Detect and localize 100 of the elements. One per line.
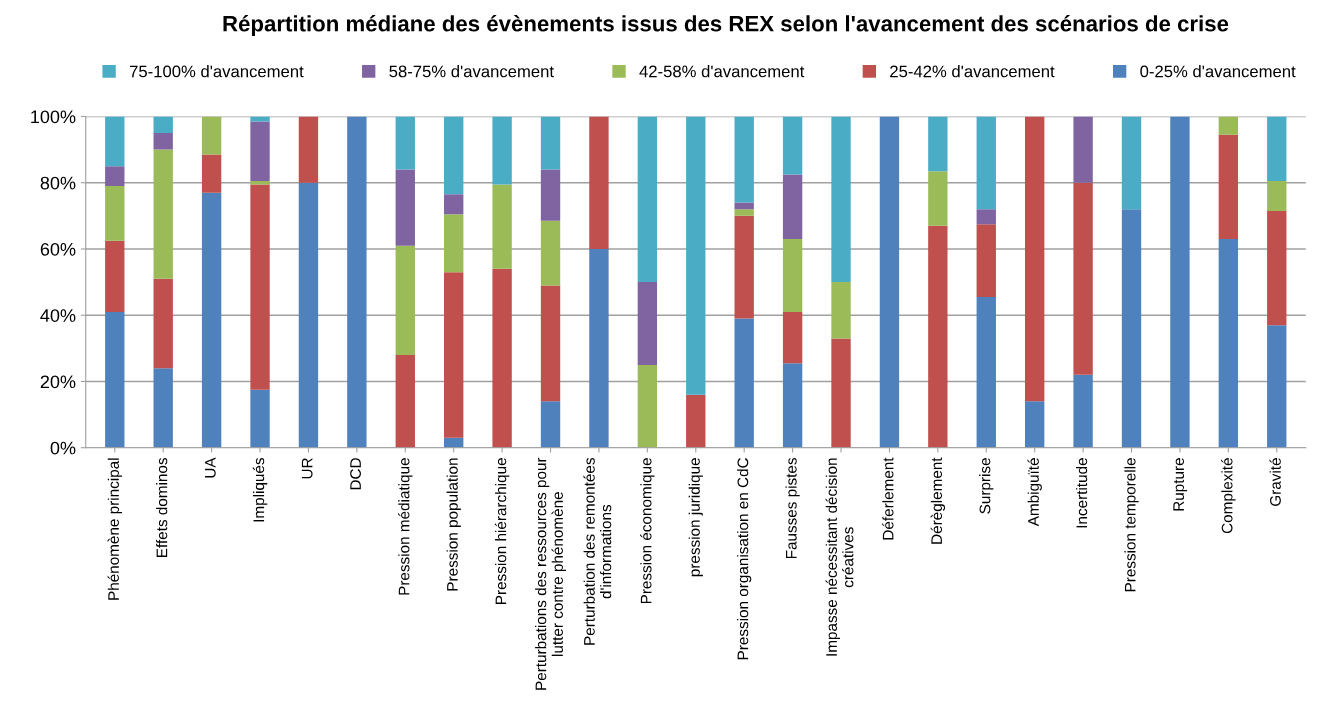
legend-label: 0-25% d'avancement: [1140, 65, 1296, 78]
bar: [637, 116, 658, 283]
bar: [782, 311, 803, 364]
bar: [686, 394, 706, 448]
y-tick-label: 100%: [31, 110, 76, 124]
x-tick-label: Pression économique: [640, 458, 655, 604]
bar: [540, 220, 561, 286]
bar: [540, 401, 561, 448]
bar: [928, 171, 948, 226]
bar: [734, 209, 754, 216]
bar: [105, 311, 125, 448]
x-tick-label: Déferlement: [882, 457, 894, 540]
bar: [782, 239, 803, 312]
bar: [105, 186, 125, 241]
bar: [201, 192, 222, 448]
bar: [734, 215, 754, 319]
bar: [298, 116, 319, 183]
x-tick-label: Phénomène principal: [107, 458, 122, 600]
bar: [1025, 116, 1045, 402]
legend-label: 42-58% d'avancement: [639, 65, 805, 78]
y-tick-label: 80%: [40, 176, 76, 190]
x-tick-label: Ambiguïté: [1027, 458, 1042, 527]
bar: [1267, 210, 1287, 326]
bar: [492, 116, 512, 185]
bar: [928, 225, 948, 448]
bar: [395, 245, 415, 355]
bar: [686, 116, 706, 395]
bar: [250, 181, 270, 185]
x-tick-label: Dérèglement: [930, 457, 946, 544]
bar: [734, 116, 754, 203]
bar: [637, 364, 658, 448]
bar: [1170, 116, 1190, 448]
x-tick-label: Incertitude: [1075, 458, 1088, 528]
x-tick-label: Perturbation des remontées d'informations: [583, 457, 612, 645]
bar: [492, 268, 512, 448]
bar: [1073, 116, 1093, 183]
bar: [444, 194, 464, 215]
x-tick-label: Effets dominos: [156, 457, 168, 557]
bar: [347, 116, 367, 448]
x-tick-label: Pression médiatique: [398, 458, 413, 595]
bar: [1218, 116, 1239, 135]
bar: [879, 116, 900, 448]
bar: [1121, 209, 1142, 448]
x-tick-label: Pression temporelle: [1124, 458, 1139, 592]
x-tick-label: Pression organisation en CdC: [737, 458, 752, 660]
bar: [153, 278, 173, 369]
x-tick-label: pression juridique: [688, 458, 703, 577]
x-tick-label: Complexité: [1221, 458, 1236, 534]
bar: [105, 166, 125, 187]
bar: [444, 116, 464, 195]
bar: [1218, 134, 1239, 240]
legend-label: 25-42% d'avancement: [890, 65, 1055, 78]
bar: [395, 116, 415, 170]
bar: [250, 121, 270, 182]
bar: [492, 184, 512, 269]
x-tick-label: Impasse nécessitant décision créatives: [825, 458, 854, 656]
bar: [540, 169, 561, 221]
bar: [589, 116, 609, 249]
chart-title: Répartition médiane des évènements issus des REX selon l'avancement des scénarios de crise: [223, 15, 1229, 36]
y-tick-label: 40%: [40, 309, 76, 322]
bar: [976, 297, 996, 448]
bar: [153, 368, 173, 448]
bar: [831, 116, 851, 283]
y-tick-label: 60%: [40, 242, 76, 256]
x-tick-label: Pression hiérarchique: [494, 458, 510, 604]
x-tick-label: Perturbations des ressources pour lutter contre phénomène: [535, 457, 566, 690]
bar: [153, 116, 173, 134]
y-tick-label: 0%: [50, 441, 76, 455]
bar: [1073, 374, 1093, 448]
bar: [540, 116, 561, 170]
bar: [444, 214, 464, 273]
x-tick-label: Pression population: [446, 458, 461, 591]
bar: [734, 318, 754, 448]
x-tick-label: Gravité: [1269, 458, 1281, 506]
bar: [976, 209, 996, 225]
bar: [782, 116, 803, 175]
x-tick-label: UR: [301, 458, 313, 479]
bar: [637, 282, 658, 365]
legend-label: 75-100% d'avancement: [129, 65, 304, 78]
x-tick-label: Fausses pistes: [785, 457, 800, 559]
bar: [444, 272, 464, 438]
bar: [831, 338, 851, 448]
bar: [1025, 401, 1045, 448]
legend-label: 58-75% d'avancement: [389, 65, 554, 78]
bar: [831, 282, 851, 339]
bar: [1267, 116, 1287, 182]
bar: [782, 174, 803, 240]
bar: [395, 169, 415, 246]
bar: [153, 133, 173, 150]
bar: [298, 182, 319, 448]
x-tick-label: UA: [205, 457, 216, 478]
bar: [153, 149, 173, 279]
x-tick-label: Impliqués: [252, 457, 268, 522]
bar: [201, 154, 222, 193]
bar: [1121, 116, 1142, 210]
bar: [928, 116, 948, 172]
bar: [1073, 182, 1093, 375]
x-tick-label: Rupture: [1173, 458, 1188, 511]
bar: [1267, 325, 1287, 448]
x-tick-label: DCD: [350, 458, 361, 490]
